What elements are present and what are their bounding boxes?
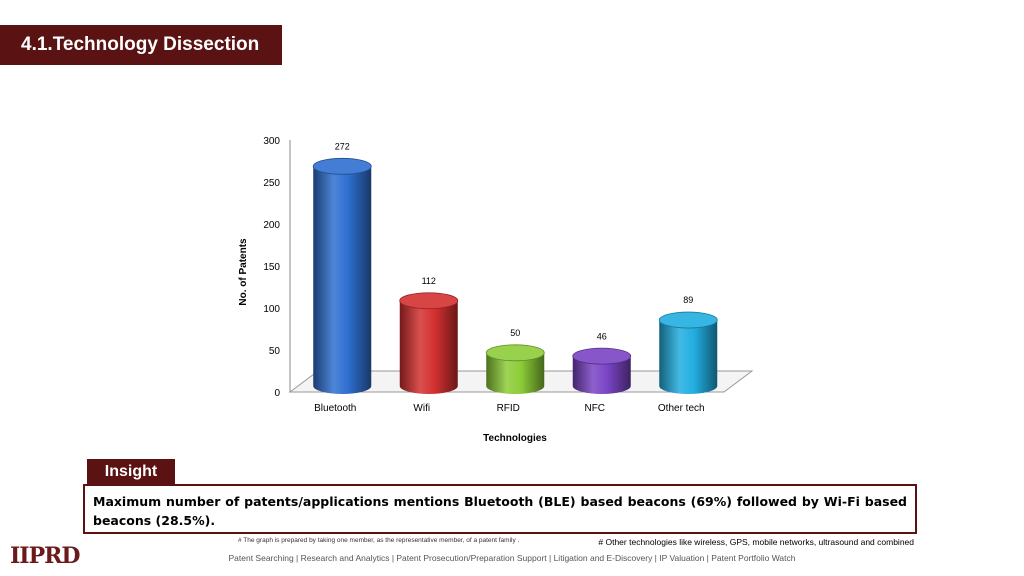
- x-tick-label: RFID: [497, 403, 520, 414]
- y-tick-label: 50: [269, 346, 281, 357]
- other-tech-note: # Other technologies like wireless, GPS,…: [598, 537, 914, 547]
- bar-top: [399, 292, 459, 310]
- x-tick-label: Other tech: [658, 403, 705, 414]
- data-label: 46: [597, 331, 607, 341]
- y-tick-label: 200: [263, 220, 280, 231]
- x-axis-label: Technologies: [483, 433, 547, 444]
- insight-tab: Insight: [87, 459, 175, 484]
- graph-note: # The graph is prepared by taking one me…: [238, 537, 520, 544]
- page-title: 4.1.Technology Dissection: [0, 25, 282, 65]
- footer-services: Patent Searching | Research and Analytic…: [228, 553, 796, 563]
- data-label: 272: [335, 142, 350, 152]
- bar-chart: 0 50 100 150 200 250 300 272 Bluetooth 112 Wifi 50 R…: [238, 136, 754, 444]
- insight-text: Maximum number of patents/applications m…: [83, 484, 917, 534]
- bar-top: [485, 344, 545, 362]
- company-logo: IIPRD: [10, 543, 80, 569]
- bar-top: [572, 347, 632, 365]
- bar-rfid: [486, 352, 545, 394]
- data-label: 89: [683, 295, 693, 305]
- x-tick-label: Wifi: [413, 403, 430, 414]
- data-label: 112: [422, 276, 436, 286]
- bar-nfc: [572, 356, 631, 394]
- bar-wifi: [399, 300, 458, 394]
- bar-bluetooth: [313, 166, 372, 394]
- y-tick-label: 0: [274, 388, 280, 399]
- x-tick-label: Bluetooth: [314, 403, 356, 414]
- y-tick-label: 300: [263, 136, 280, 147]
- bar-top: [312, 157, 372, 175]
- y-axis-label: No. of Patents: [238, 238, 249, 306]
- data-label: 50: [510, 328, 520, 338]
- y-tick-label: 100: [263, 304, 280, 315]
- bar-top: [658, 311, 718, 329]
- y-tick-label: 150: [263, 262, 280, 273]
- x-tick-label: NFC: [584, 403, 605, 414]
- y-tick-label: 250: [263, 178, 280, 189]
- bar-other-tech: [659, 320, 718, 394]
